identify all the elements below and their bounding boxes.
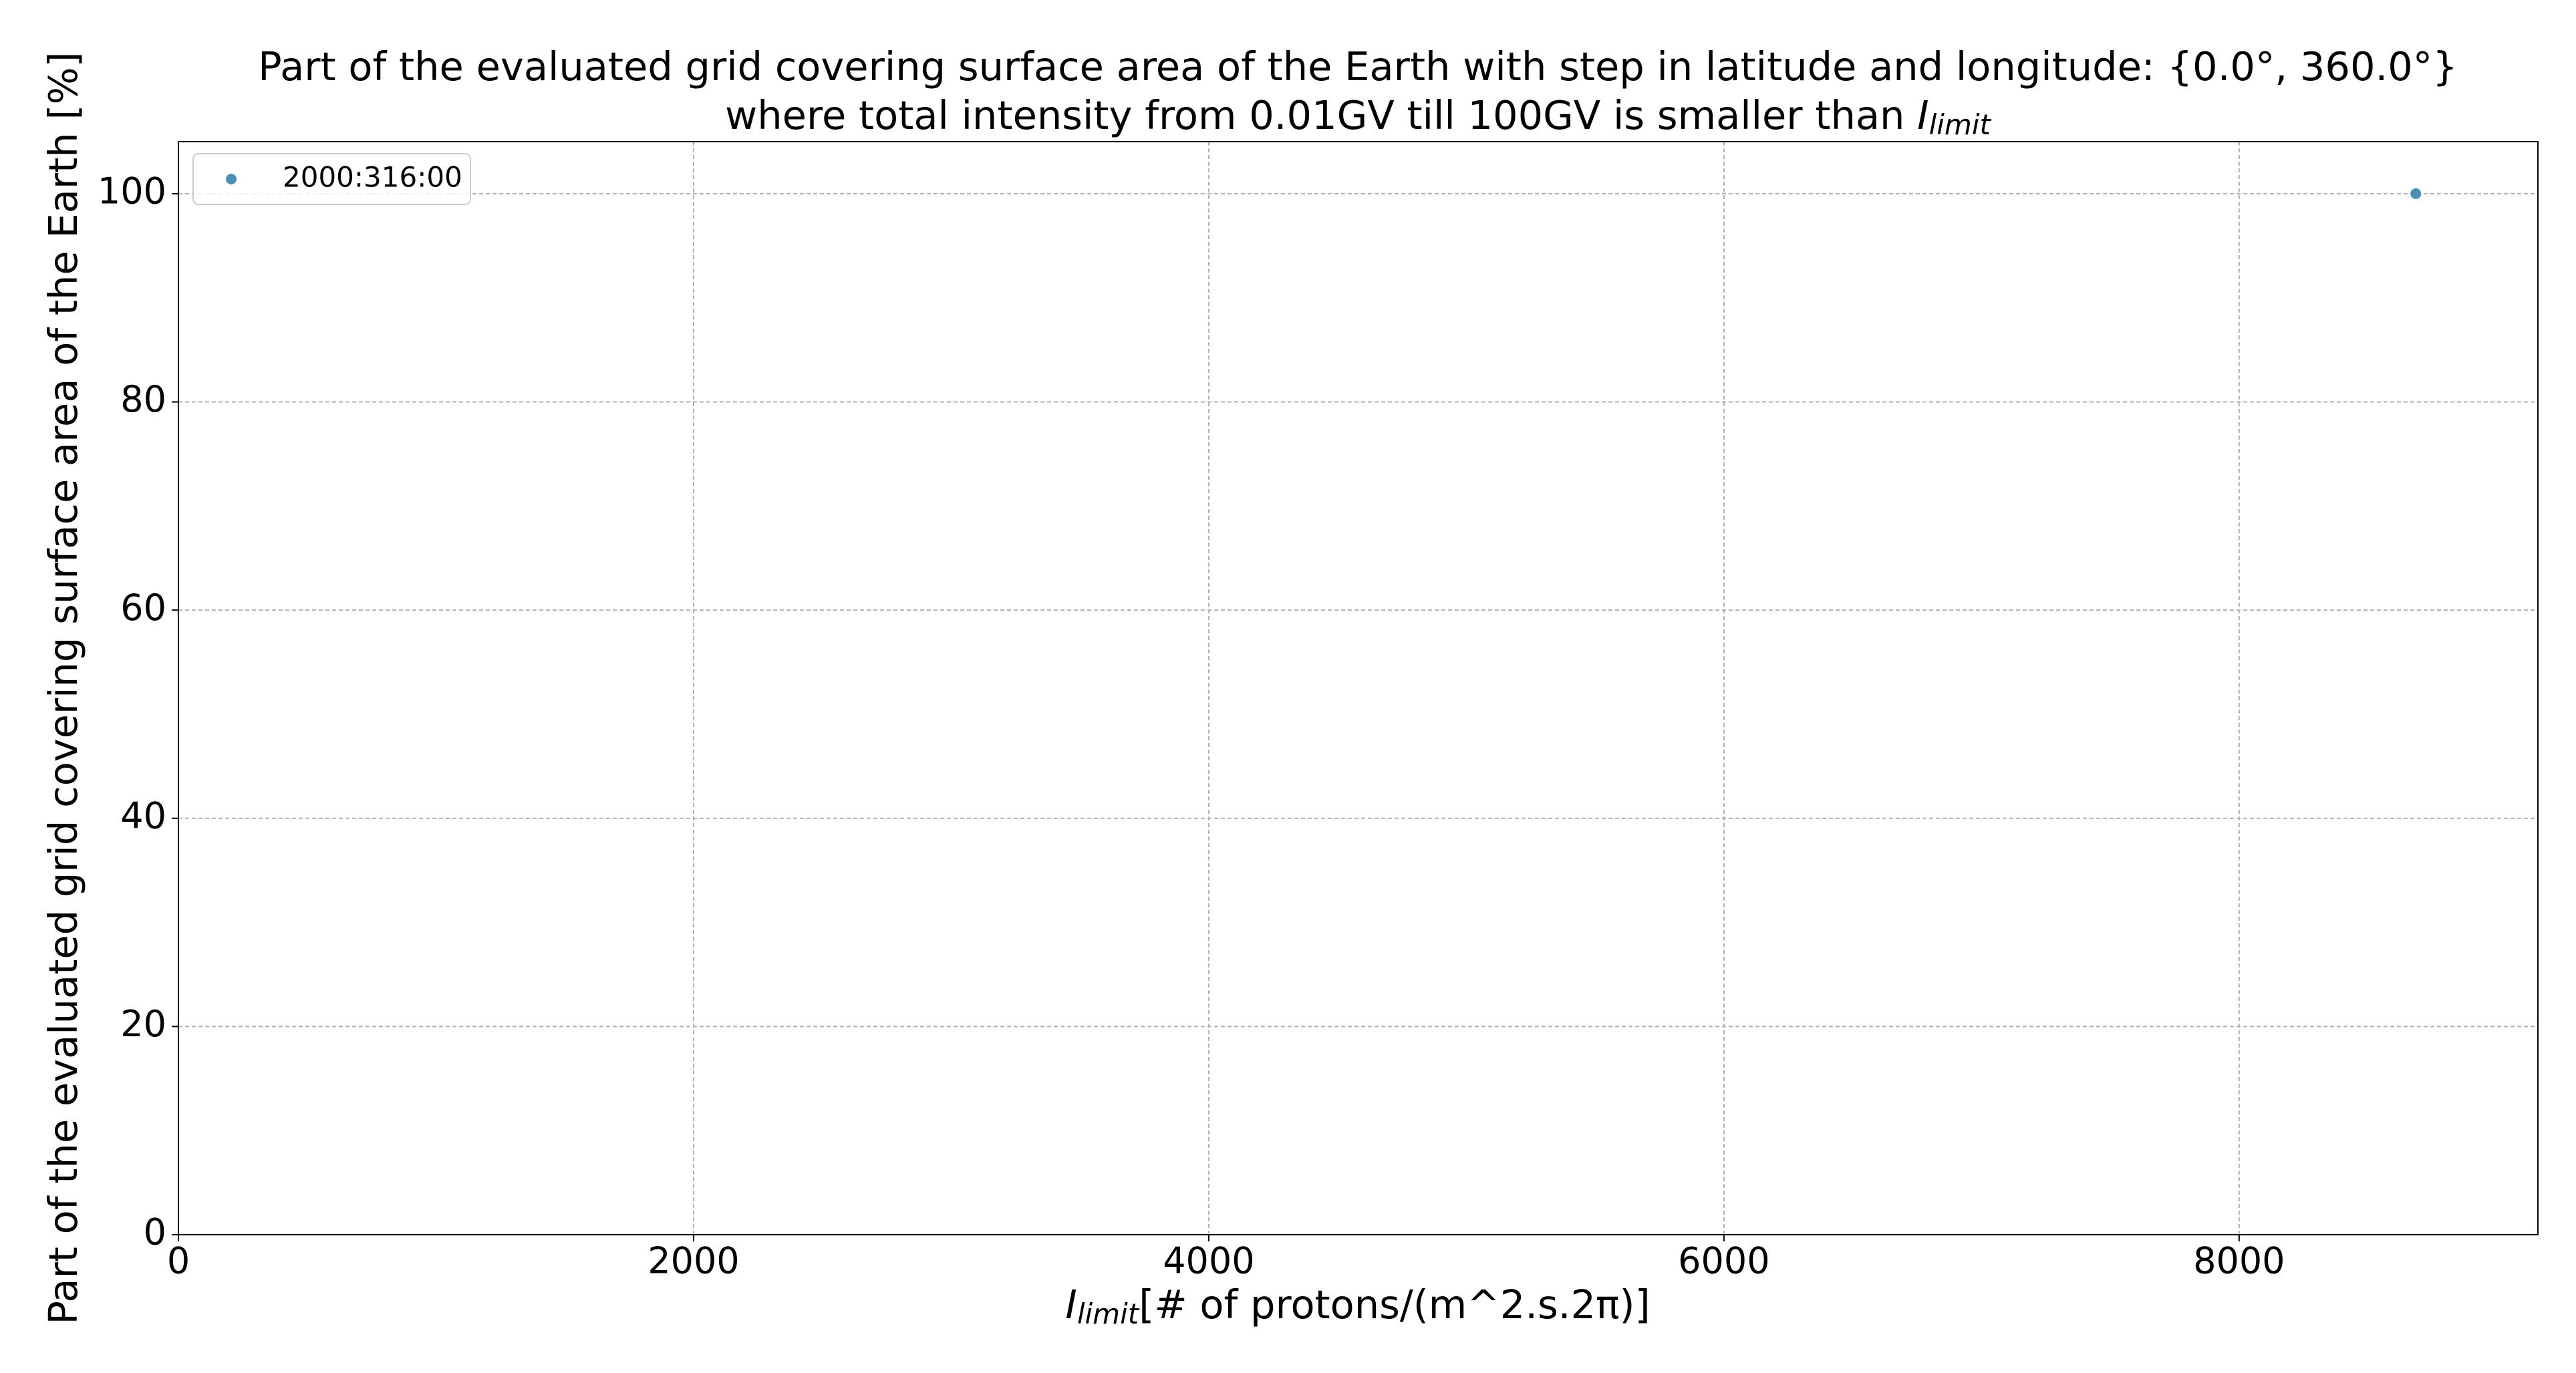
x-tick-label: 6000	[1678, 1240, 1769, 1282]
y-tick-label: 80	[120, 378, 166, 420]
y-tick-label: 40	[120, 794, 166, 836]
x-tick-label: 4000	[1163, 1240, 1254, 1282]
title-text: where total intensity from 0.01GV till 1…	[725, 92, 1917, 138]
chart-title: Part of the evaluated grid covering surf…	[258, 43, 2458, 90]
y-tick-label: 0	[144, 1211, 166, 1253]
x-label-subscript: limit	[1077, 1298, 1140, 1330]
x-tick-label: 2000	[648, 1240, 739, 1282]
legend-marker	[226, 174, 237, 184]
x-label-text: [# of protons/(m^2.s.2π)]	[1139, 1281, 1650, 1328]
y-axis-label: Part of the evaluated grid covering surf…	[40, 51, 86, 1324]
y-tick-label: 100	[98, 170, 166, 212]
chart-title: where total intensity from 0.01GV till 1…	[725, 92, 1991, 140]
title-symbol-subscript: limit	[1929, 108, 1992, 141]
legend-label: 2000:316:00	[283, 161, 462, 194]
plot-frame	[178, 141, 2539, 1235]
x-tick-label: 0	[167, 1240, 190, 1282]
legend-box	[192, 153, 471, 205]
scatter-point	[2410, 188, 2422, 199]
x-axis-label: Ilimit[# of protons/(m^2.s.2π)]	[1065, 1281, 1650, 1330]
x-tick-label: 8000	[2193, 1240, 2285, 1282]
title-symbol: I	[1917, 92, 1928, 138]
y-tick-label: 60	[120, 587, 166, 629]
x-label-symbol: I	[1065, 1281, 1077, 1328]
y-tick-label: 20	[120, 1003, 166, 1045]
